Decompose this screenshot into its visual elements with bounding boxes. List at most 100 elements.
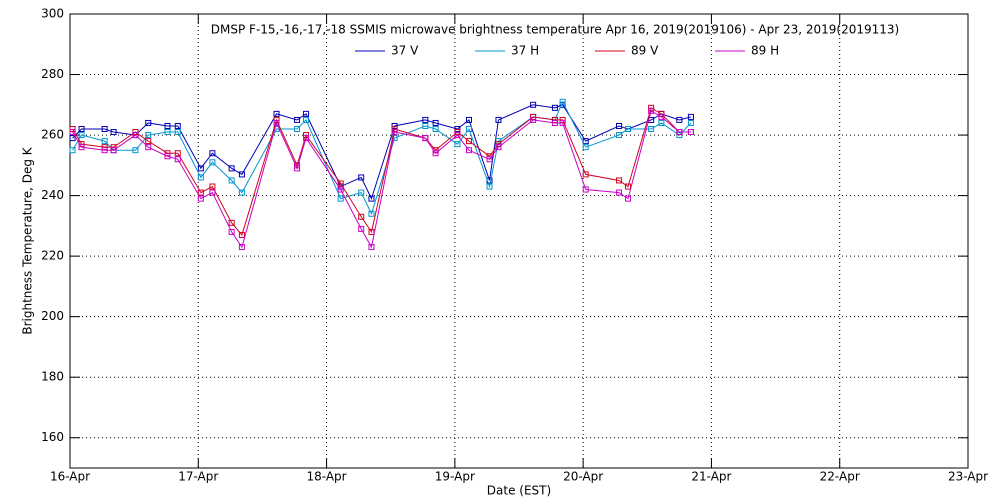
- point-marker: [228, 219, 235, 226]
- point-marker: [110, 129, 117, 136]
- point-marker: [625, 126, 632, 133]
- point-marker: [164, 153, 171, 160]
- point-marker: [145, 132, 152, 139]
- point-marker: [238, 171, 245, 178]
- point-marker: [209, 189, 216, 196]
- point-marker: [648, 126, 655, 133]
- point-marker: [687, 129, 694, 136]
- point-marker: [273, 119, 280, 126]
- point-marker: [465, 147, 472, 154]
- legend-label: 89 H: [751, 44, 779, 58]
- point-marker: [303, 135, 310, 142]
- point-marker: [676, 116, 683, 123]
- point-marker: [238, 244, 245, 251]
- point-marker: [238, 231, 245, 238]
- point-marker: [422, 135, 429, 142]
- point-marker: [465, 126, 472, 133]
- point-marker: [145, 119, 152, 126]
- series-line: [72, 100, 692, 216]
- point-marker: [559, 98, 566, 105]
- point-marker: [209, 159, 216, 166]
- point-marker: [495, 144, 502, 151]
- point-marker: [294, 116, 301, 123]
- point-marker: [676, 129, 683, 136]
- point-marker: [294, 165, 301, 172]
- point-marker: [69, 126, 76, 133]
- x-tick-label: 17-Apr: [178, 470, 218, 484]
- point-marker: [110, 147, 117, 154]
- point-marker: [582, 138, 589, 145]
- x-tick-label: 21-Apr: [691, 470, 731, 484]
- point-marker: [530, 101, 537, 108]
- point-marker: [432, 150, 439, 157]
- series-line: [72, 107, 691, 236]
- x-tick-label: 18-Apr: [307, 470, 347, 484]
- point-marker: [337, 186, 344, 193]
- point-marker: [228, 228, 235, 235]
- point-marker: [368, 228, 375, 235]
- point-marker: [358, 189, 365, 196]
- point-marker: [432, 126, 439, 133]
- point-marker: [559, 119, 566, 126]
- point-marker: [648, 107, 655, 114]
- point-marker: [582, 171, 589, 178]
- point-marker: [582, 186, 589, 193]
- point-marker: [358, 225, 365, 232]
- x-tick-label: 22-Apr: [820, 470, 860, 484]
- point-marker: [676, 132, 683, 139]
- point-marker: [69, 147, 76, 154]
- y-tick-label: 240: [41, 188, 64, 202]
- point-marker: [164, 122, 171, 129]
- point-marker: [422, 116, 429, 123]
- point-marker: [174, 129, 181, 136]
- x-tick-label: 20-Apr: [563, 470, 603, 484]
- point-marker: [101, 126, 108, 133]
- point-marker: [101, 144, 108, 151]
- point-marker: [616, 189, 623, 196]
- point-marker: [145, 144, 152, 151]
- point-marker: [303, 110, 310, 117]
- point-marker: [273, 110, 280, 117]
- legend-label: 89 V: [631, 44, 659, 58]
- point-marker: [616, 122, 623, 129]
- x-tick-label: 19-Apr: [435, 470, 475, 484]
- point-marker: [625, 195, 632, 202]
- x-axis-label: Date (EST): [487, 484, 551, 498]
- point-marker: [687, 113, 694, 120]
- point-marker: [465, 116, 472, 123]
- point-marker: [78, 132, 85, 139]
- point-marker: [174, 150, 181, 157]
- point-marker: [294, 126, 301, 133]
- point-marker: [582, 144, 589, 151]
- point-marker: [658, 113, 665, 120]
- point-marker: [197, 165, 204, 172]
- point-marker: [391, 122, 398, 129]
- point-marker: [486, 183, 493, 190]
- y-tick-label: 160: [41, 430, 64, 444]
- point-marker: [197, 189, 204, 196]
- point-marker: [486, 156, 493, 163]
- point-marker: [687, 119, 694, 126]
- point-marker: [358, 213, 365, 220]
- point-marker: [228, 165, 235, 172]
- point-marker: [303, 116, 310, 123]
- point-marker: [132, 132, 139, 139]
- point-marker: [465, 138, 472, 145]
- point-marker: [132, 147, 139, 154]
- series-line: [72, 110, 691, 249]
- x-tick-label: 23-Apr: [948, 470, 988, 484]
- y-tick-label: 220: [41, 249, 64, 263]
- point-marker: [209, 150, 216, 157]
- point-marker: [551, 104, 558, 111]
- point-marker: [174, 156, 181, 163]
- point-marker: [559, 116, 566, 123]
- point-marker: [174, 122, 181, 129]
- y-tick-label: 300: [41, 7, 64, 21]
- point-marker: [368, 195, 375, 202]
- plot-frame: [69, 13, 969, 469]
- y-tick-label: 260: [41, 128, 64, 142]
- point-marker: [530, 116, 537, 123]
- point-marker: [69, 129, 76, 136]
- point-marker: [197, 195, 204, 202]
- point-marker: [625, 183, 632, 190]
